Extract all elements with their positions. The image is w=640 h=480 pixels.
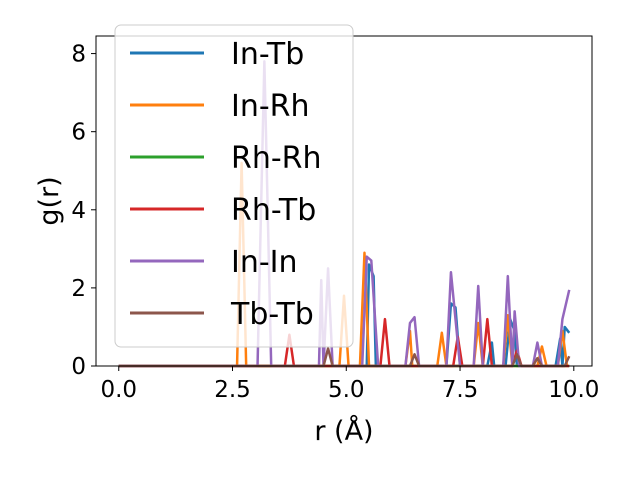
y-axis-label: g(r) [34,176,65,225]
legend-label-tb-tb: Tb-Tb [230,297,314,332]
x-tick-label: 7.5 [442,377,479,403]
legend-label-in-in: In-In [231,245,298,280]
x-tick-label: 10.0 [548,377,599,403]
x-axis-label: r (Å) [314,415,373,447]
y-tick-label: 6 [71,120,86,146]
x-tick-label: 2.5 [214,377,251,403]
x-tick-label: 0.0 [100,377,137,403]
y-tick-label: 2 [71,276,86,302]
y-axis-ticks: 0 2 4 6 8 [71,42,96,380]
legend-label-in-rh: In-Rh [231,89,310,124]
y-tick-label: 4 [71,198,86,224]
legend-label-rh-rh: Rh-Rh [231,141,322,176]
legend: In-Tb In-Rh Rh-Rh Rh-Tb In-In Tb-Tb [114,24,354,348]
y-tick-label: 0 [71,354,86,380]
legend-label-in-tb: In-Tb [231,37,304,72]
legend-items: In-Tb In-Rh Rh-Rh Rh-Tb In-In Tb-Tb [130,37,322,332]
x-tick-label: 5.0 [328,377,365,403]
y-tick-label: 8 [71,42,86,68]
legend-label-rh-tb: Rh-Tb [231,193,316,228]
x-axis-ticks: 0.0 2.5 5.0 7.5 10.0 [100,366,599,403]
